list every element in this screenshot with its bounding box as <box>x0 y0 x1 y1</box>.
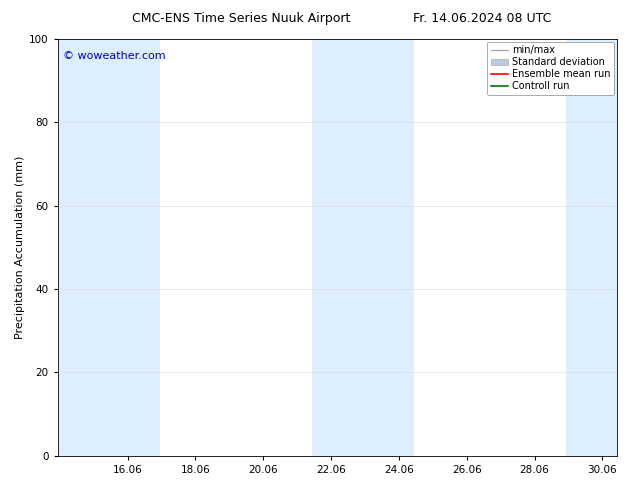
Text: CMC-ENS Time Series Nuuk Airport: CMC-ENS Time Series Nuuk Airport <box>132 12 350 25</box>
Y-axis label: Precipitation Accumulation (mm): Precipitation Accumulation (mm) <box>15 156 25 339</box>
Bar <box>312 39 414 456</box>
Bar <box>102 39 160 456</box>
Text: Fr. 14.06.2024 08 UTC: Fr. 14.06.2024 08 UTC <box>413 12 551 25</box>
Text: © woweather.com: © woweather.com <box>63 51 166 61</box>
Legend: min/max, Standard deviation, Ensemble mean run, Controll run: min/max, Standard deviation, Ensemble me… <box>487 42 614 95</box>
Bar <box>566 39 618 456</box>
Bar <box>58 39 102 456</box>
